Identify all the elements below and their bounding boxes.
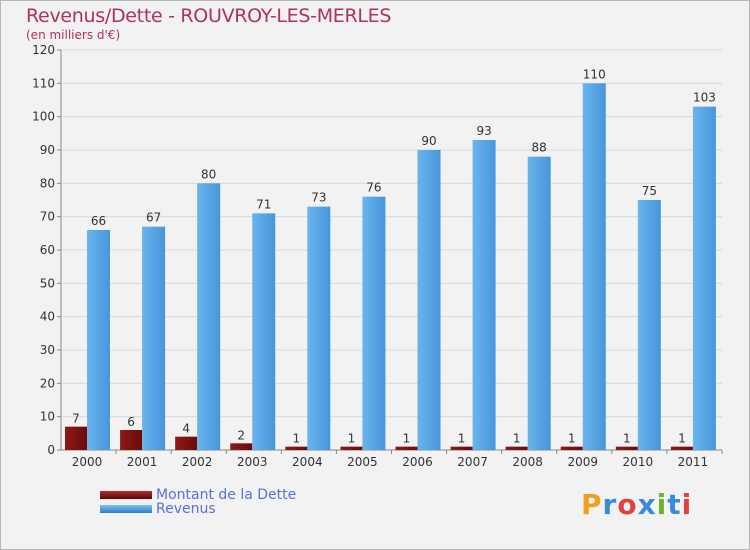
data-label-revenus: 73 [311,191,326,205]
bar-revenus [142,226,166,450]
legend-item-revenus: Revenus [100,501,216,517]
x-tick-label: 2005 [347,455,378,469]
data-label-revenus: 93 [476,124,491,138]
chart-title: Revenus/Dette - ROUVROY-LES-MERLES [26,5,392,27]
logo-letter: t [667,488,682,521]
y-tick-label: 100 [32,110,55,124]
logo-letter: x [637,488,657,521]
data-label-revenus: 76 [366,181,381,195]
y-tick-label: 40 [40,310,55,324]
data-label-dette: 1 [623,432,631,446]
data-label-dette: 2 [237,428,245,442]
bar-dette [285,446,308,450]
x-tick-label: 2002 [182,455,213,469]
logo-letter: i [681,488,693,521]
bar-dette [670,446,693,450]
bar-dette [450,446,473,450]
y-tick-label: 70 [40,210,55,224]
y-tick-label: 60 [40,243,55,257]
y-tick-label: 0 [47,443,55,457]
legend-label-revenus: Revenus [156,501,216,517]
y-tick-label: 50 [40,276,55,290]
bar-dette [395,446,418,450]
data-label-dette: 1 [678,432,686,446]
y-tick-label: 80 [40,176,55,190]
logo-letter: o [617,488,638,521]
data-label-revenus: 75 [642,184,657,198]
data-label-dette: 7 [72,412,80,426]
bar-revenus [582,83,606,450]
proxiti-logo: Proxiti [581,488,692,521]
bar-revenus [472,140,496,450]
bar-dette [615,446,638,450]
bar-dette [230,443,253,450]
x-tick-label: 2008 [512,455,543,469]
data-label-dette: 1 [348,432,356,446]
x-tick-label: 2009 [567,455,598,469]
bar-revenus [87,230,110,450]
bar-dette [65,426,87,450]
data-label-dette: 1 [513,432,521,446]
data-label-revenus: 90 [421,134,436,148]
logo-letter: P [581,488,603,521]
x-tick-label: 2001 [127,455,158,469]
bar-revenus [252,213,276,450]
logo-letter: i [656,488,668,521]
x-tick-label: 2004 [292,455,323,469]
bar-revenus [417,150,441,450]
legend-item-dette: Montant de la Dette [100,487,296,503]
data-label-revenus: 67 [146,211,161,225]
y-tick-label: 10 [40,410,55,424]
data-label-revenus: 71 [256,197,271,211]
data-label-dette: 1 [403,432,411,446]
bar-revenus [197,183,221,451]
data-label-dette: 6 [127,415,135,429]
x-tick-label: 2007 [457,455,488,469]
bar-revenus [362,196,386,450]
bar-dette [175,436,198,450]
x-tick-label: 2010 [623,455,654,469]
bar-dette [340,446,363,450]
bar-dette [505,446,528,450]
x-tick-label: 2003 [237,455,268,469]
legend-swatch-dette [100,491,152,499]
data-label-dette: 1 [568,432,576,446]
data-label-dette: 1 [458,432,466,446]
y-tick-label: 120 [32,43,55,57]
bar-revenus [307,206,331,450]
data-label-dette: 1 [293,432,301,446]
data-label-revenus: 103 [693,91,716,105]
x-tick-label: 2000 [72,455,103,469]
logo-letter: r [602,488,618,521]
y-tick-label: 20 [40,376,55,390]
bar-dette [560,446,583,450]
bar-revenus [527,156,551,450]
y-tick-label: 30 [40,343,55,357]
legend-label-dette: Montant de la Dette [156,487,297,503]
data-label-revenus: 88 [532,141,547,155]
bar-dette [120,430,143,450]
y-tick-label: 110 [32,76,55,90]
y-tick-label: 90 [40,143,55,157]
data-label-revenus: 80 [201,167,216,181]
legend-swatch-revenus [100,505,152,513]
x-tick-label: 2011 [678,455,709,469]
data-label-revenus: 110 [583,67,606,81]
bar-revenus [637,200,661,450]
chart-subtitle: (en milliers d'€) [26,28,121,42]
x-tick-label: 2006 [402,455,433,469]
data-label-dette: 4 [182,422,190,436]
bar-revenus [692,106,716,451]
data-label-revenus: 66 [91,214,106,228]
